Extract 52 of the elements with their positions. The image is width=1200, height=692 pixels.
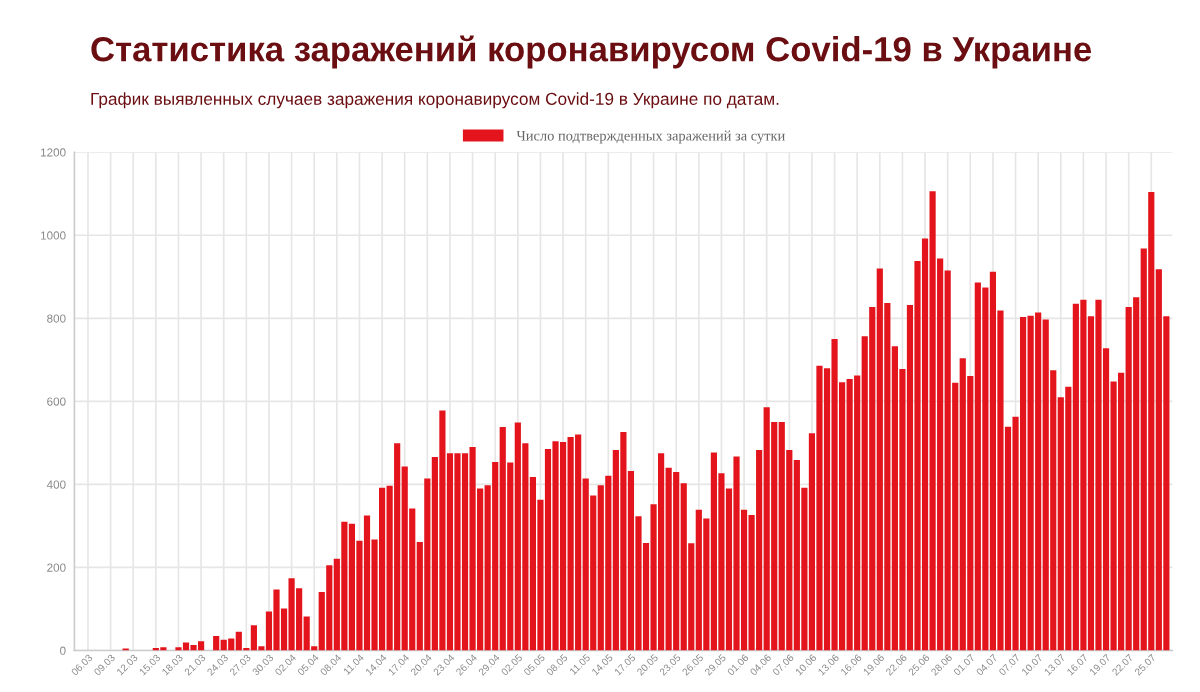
bar bbox=[733, 456, 740, 651]
bar bbox=[394, 443, 401, 651]
bar bbox=[710, 452, 717, 651]
bar bbox=[499, 427, 506, 651]
bar bbox=[989, 271, 997, 651]
bar bbox=[778, 422, 785, 651]
bar bbox=[190, 645, 197, 651]
bar bbox=[658, 453, 665, 651]
bar bbox=[1019, 317, 1027, 651]
bar bbox=[228, 638, 235, 651]
bar bbox=[1095, 299, 1102, 651]
bar bbox=[620, 432, 627, 651]
bar bbox=[213, 635, 220, 651]
bar bbox=[876, 268, 883, 651]
bar bbox=[348, 523, 356, 651]
bar bbox=[831, 339, 838, 651]
bar bbox=[567, 437, 574, 651]
bar bbox=[1035, 312, 1042, 651]
bar bbox=[1072, 303, 1079, 651]
bar bbox=[1027, 315, 1034, 651]
bar bbox=[552, 441, 559, 651]
bar bbox=[288, 578, 295, 651]
bar bbox=[1080, 299, 1087, 651]
bar bbox=[454, 453, 461, 651]
bar bbox=[959, 358, 966, 651]
chart-title: Статистика заражений коронавирусом Covid-19 в Украине bbox=[91, 35, 1092, 69]
bar bbox=[816, 365, 823, 651]
bar bbox=[673, 471, 680, 651]
bar bbox=[1148, 192, 1155, 651]
bar bbox=[439, 410, 446, 651]
bar bbox=[341, 521, 348, 651]
bar bbox=[273, 589, 280, 651]
bar bbox=[974, 282, 981, 651]
bar bbox=[461, 453, 469, 651]
bar bbox=[378, 487, 386, 651]
bar bbox=[544, 449, 552, 651]
bar bbox=[575, 434, 582, 651]
bar bbox=[763, 407, 770, 651]
bar bbox=[695, 509, 702, 651]
bar bbox=[1042, 319, 1049, 651]
bar bbox=[929, 191, 936, 651]
bar bbox=[326, 565, 333, 651]
chart-subtitle: График выявленных случаев заражения коронавирусом Covid-19 в Украине по датам. bbox=[91, 92, 779, 109]
bar bbox=[514, 422, 521, 651]
bar bbox=[220, 639, 227, 651]
bar bbox=[846, 378, 853, 651]
bar bbox=[198, 641, 205, 651]
bar bbox=[559, 442, 567, 651]
bar bbox=[235, 631, 242, 651]
bar bbox=[469, 447, 476, 651]
bar bbox=[363, 515, 371, 651]
bar bbox=[250, 625, 257, 651]
